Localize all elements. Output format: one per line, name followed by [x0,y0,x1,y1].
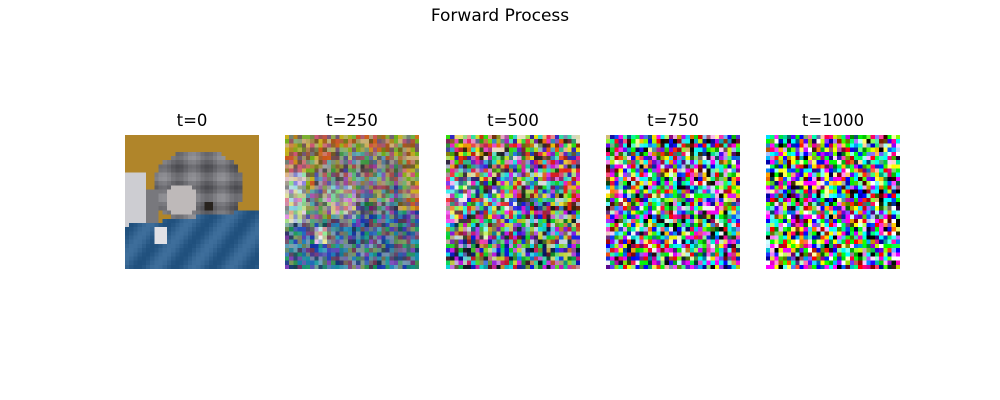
panel-t500: t=500 [446,110,580,269]
panel-t250: t=250 [285,110,419,269]
noise-image-t750 [606,135,740,269]
panel-title: t=750 [647,111,699,130]
cat-image-t500 [446,135,580,269]
cat-image-t0 [125,135,259,269]
cat-image-t250 [285,135,419,269]
figure-title: Forward Process [430,6,570,26]
panel-t1000: t=1000 [766,110,900,269]
noise-image-t1000 [766,135,900,269]
panel-title: t=250 [326,111,378,130]
panel-t750: t=750 [606,110,740,269]
panel-title: t=500 [487,111,539,130]
panel-t0: t=0 [125,110,259,269]
panel-title: t=0 [176,111,208,130]
panel-title: t=1000 [801,111,865,130]
